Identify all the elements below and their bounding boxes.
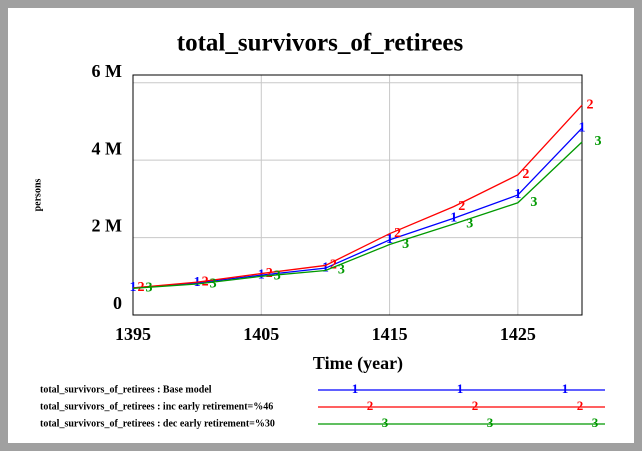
series-marker: 3 xyxy=(146,281,153,296)
y-tick-label: 0 xyxy=(113,293,122,313)
y-axis-label: persons xyxy=(32,179,43,212)
legend-marker: 3 xyxy=(592,415,599,430)
series-marker: 3 xyxy=(338,263,345,278)
series-marker: 2 xyxy=(266,266,273,281)
series-marker: 1 xyxy=(450,210,457,225)
legend-marker: 2 xyxy=(367,398,374,413)
y-tick-label: 2 M xyxy=(92,216,123,236)
legend-label: total_survivors_of_retirees : inc early … xyxy=(40,401,273,412)
series-marker: 1 xyxy=(386,232,393,247)
legend-marker: 3 xyxy=(382,415,389,430)
x-tick-label: 1405 xyxy=(243,324,279,344)
x-tick-label: 1395 xyxy=(115,324,151,344)
legend-marker: 2 xyxy=(472,398,479,413)
series-marker: 3 xyxy=(530,195,537,210)
series-marker: 2 xyxy=(458,199,465,214)
chart-title: total_survivors_of_retirees xyxy=(177,30,464,57)
series-marker: 1 xyxy=(579,120,586,135)
series-marker: 2 xyxy=(394,226,401,241)
x-tick-label: 1415 xyxy=(372,324,408,344)
series-marker: 2 xyxy=(522,167,529,182)
legend-marker: 1 xyxy=(562,381,569,396)
legend-marker: 3 xyxy=(487,415,494,430)
series-marker: 1 xyxy=(514,187,521,202)
series-marker: 3 xyxy=(274,269,281,284)
y-tick-label: 4 M xyxy=(92,138,123,158)
x-tick-label: 1425 xyxy=(500,324,536,344)
legend-marker: 1 xyxy=(352,381,359,396)
series-line xyxy=(132,127,583,289)
legend-label: total_survivors_of_retirees : dec early … xyxy=(40,418,275,429)
panel xyxy=(8,8,634,443)
series-line xyxy=(132,141,583,289)
legend-label: total_survivors_of_retirees : Base model xyxy=(40,384,212,395)
series-marker: 1 xyxy=(322,260,329,275)
series-marker: 1 xyxy=(258,267,265,282)
plot-border xyxy=(132,74,583,316)
series-marker: 3 xyxy=(402,237,409,252)
series-marker: 2 xyxy=(330,258,337,273)
legend-marker: 2 xyxy=(577,398,584,413)
series-line xyxy=(132,104,583,289)
series-marker: 3 xyxy=(210,276,217,291)
series-marker: 2 xyxy=(202,274,209,289)
x-axis-label: Time (year) xyxy=(313,353,403,374)
series-marker: 2 xyxy=(587,97,594,112)
series-marker: 3 xyxy=(595,134,602,149)
series-marker: 3 xyxy=(466,216,473,231)
legend-marker: 1 xyxy=(457,381,464,396)
y-tick-label: 6 M xyxy=(92,61,123,81)
